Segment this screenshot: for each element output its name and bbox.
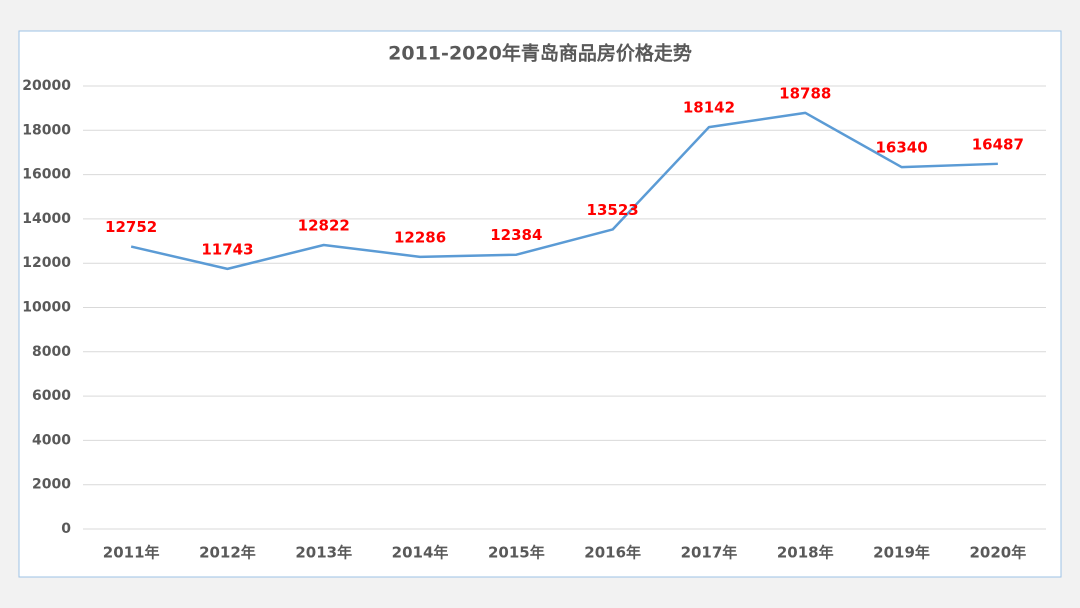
y-tick-label: 16000: [22, 167, 71, 183]
data-label: 16340: [875, 139, 927, 157]
y-tick-label: 18000: [22, 122, 71, 138]
x-tick-label: 2020年: [969, 544, 1026, 562]
data-line: [130, 111, 998, 271]
y-tick-label: 2000: [32, 477, 71, 493]
data-label: 13523: [587, 201, 639, 219]
chart-title: 2011-2020年青岛商品房价格走势: [388, 42, 692, 65]
x-tick-label: 2017年: [681, 544, 738, 562]
data-label: 18788: [779, 84, 831, 102]
x-tick-label: 2016年: [584, 544, 641, 562]
x-tick-label: 2019年: [873, 544, 930, 562]
y-tick-label: 6000: [32, 388, 71, 404]
x-tick-label: 2013年: [295, 544, 352, 562]
data-label: 16487: [972, 135, 1024, 153]
y-tick-label: 0: [61, 521, 71, 537]
data-label: 11743: [201, 240, 253, 258]
y-tick-label: 10000: [22, 300, 71, 316]
y-tick-label: 20000: [22, 78, 71, 94]
y-tick-label: 8000: [32, 344, 71, 360]
x-tick-label: 2015年: [488, 544, 545, 562]
data-label: 12286: [394, 228, 446, 246]
x-tick-label: 2018年: [777, 544, 834, 562]
x-tick-label: 2012年: [199, 544, 256, 562]
data-label: 12752: [105, 218, 157, 236]
y-tick-label: 14000: [22, 211, 71, 227]
y-tick-label: 4000: [32, 432, 71, 448]
chart-frame: [18, 30, 1062, 578]
data-label: 18142: [683, 99, 735, 117]
y-tick-label: 12000: [22, 255, 71, 271]
data-label: 12822: [298, 216, 350, 234]
data-label: 12384: [490, 226, 542, 244]
x-tick-label: 2014年: [392, 544, 449, 562]
x-tick-label: 2011年: [103, 544, 160, 562]
